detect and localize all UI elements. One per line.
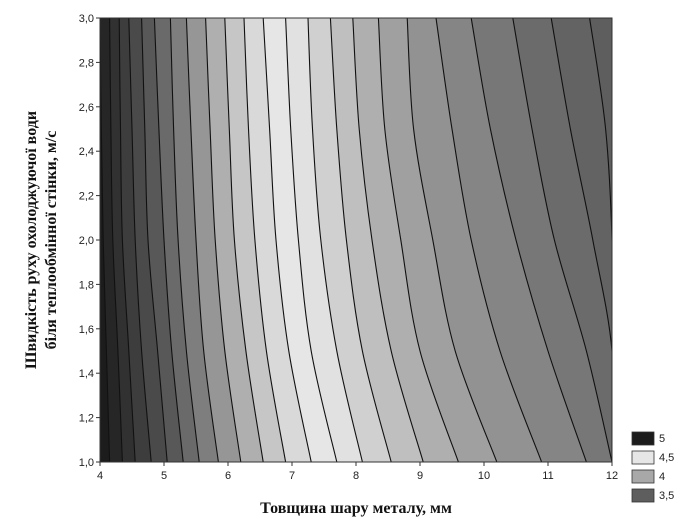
y-tick-label: 1,2 [79, 413, 94, 425]
legend-swatch [631, 431, 655, 446]
legend-label: 4,5 [659, 452, 674, 464]
contour-line [118, 18, 136, 462]
x-tick-label: 4 [97, 470, 103, 482]
contour-line [169, 18, 200, 462]
legend: 5 4,5 4 3,5 [631, 431, 674, 503]
contour-line [100, 18, 111, 462]
x-tick-label: 10 [478, 470, 490, 482]
contour-line [512, 18, 612, 462]
contour-line [128, 18, 152, 462]
legend-swatch [631, 469, 655, 484]
legend-label: 4 [659, 471, 665, 483]
contour-line [406, 18, 498, 462]
y-tick-label: 2,6 [79, 102, 94, 114]
contour-line [185, 18, 219, 462]
x-tick-label: 9 [417, 470, 423, 482]
y-tick-label: 3,0 [79, 13, 94, 25]
y-tick-label: 2,0 [79, 235, 94, 247]
legend-label: 3,5 [659, 490, 674, 502]
x-tick-label: 8 [353, 470, 359, 482]
contour-line [224, 18, 264, 462]
legend-label: 5 [659, 433, 665, 445]
x-tick-label: 12 [606, 470, 618, 482]
contour-line [307, 18, 363, 462]
y-axis-ticks: 1,0 1,2 1,4 1,6 1,8 2,0 2,2 2,4 2,6 2,8 3,0 [79, 13, 100, 469]
contour-line [435, 18, 543, 462]
y-axis-title-line-1: Швидкість руху охолоджуючої води [23, 111, 40, 369]
contour-line [329, 18, 392, 462]
contour-line [377, 18, 459, 462]
x-axis-title: Товщина шару металу, мм [260, 500, 452, 517]
contour-line [285, 18, 338, 462]
y-axis-title-line-2: біля теплообмінної стінки, м/с [43, 131, 60, 350]
contour-line [141, 18, 168, 462]
contour-band [589, 18, 612, 462]
y-tick-label: 1,6 [79, 324, 94, 336]
contour-line [589, 18, 612, 462]
contour-line [153, 18, 184, 462]
contour-line [262, 18, 312, 462]
x-tick-label: 5 [161, 470, 167, 482]
contour-line [470, 18, 587, 462]
y-axis-title: Швидкість руху охолоджуючої води біля те… [23, 111, 60, 369]
y-tick-label: 2,2 [79, 191, 94, 203]
contour-line [550, 18, 612, 462]
y-tick-label: 1,8 [79, 279, 94, 291]
y-tick-label: 2,4 [79, 146, 94, 158]
contour-line [109, 18, 123, 462]
contour-bands [100, 18, 612, 462]
contour-lines [100, 18, 612, 462]
contour-line [243, 18, 287, 462]
x-tick-label: 6 [225, 470, 231, 482]
contour-line [205, 18, 242, 462]
y-tick-label: 1,4 [79, 368, 94, 380]
x-tick-label: 7 [289, 470, 295, 482]
contour-band [551, 18, 612, 462]
legend-swatch [631, 450, 655, 465]
y-tick-label: 1,0 [79, 457, 94, 469]
contour-line [352, 18, 424, 462]
x-axis-ticks: 4 5 6 7 8 9 10 11 12 [97, 462, 618, 482]
legend-swatch [631, 488, 655, 503]
x-tick-label: 11 [542, 470, 553, 482]
y-tick-label: 2,8 [79, 57, 94, 69]
